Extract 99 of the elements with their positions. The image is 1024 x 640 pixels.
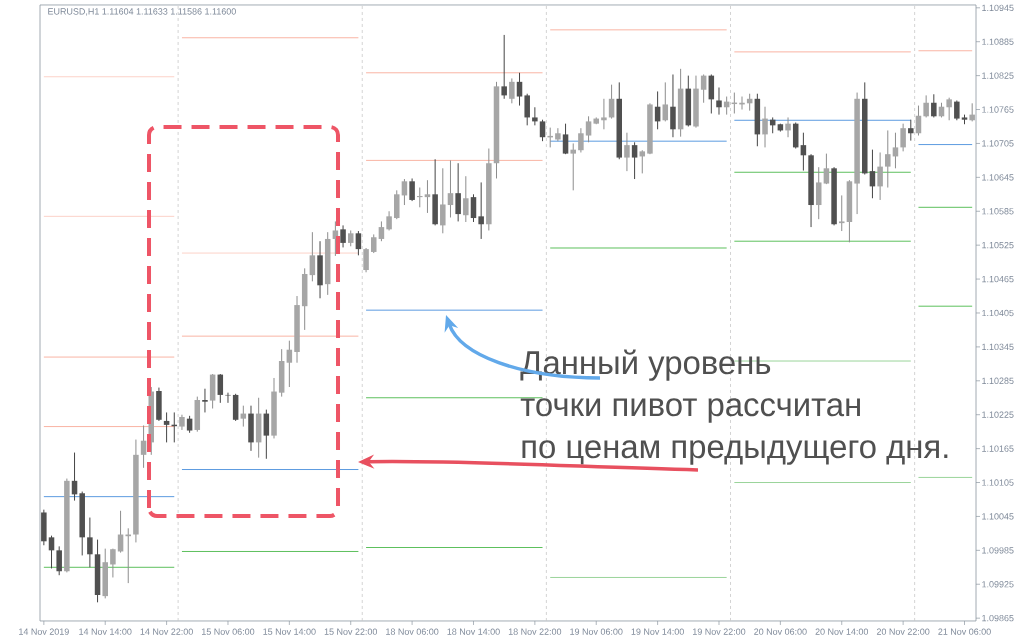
candlestick [624, 132, 630, 172]
candlestick [516, 72, 523, 107]
y-tick-label: 1.09985 [982, 547, 1014, 554]
candlestick [363, 247, 369, 273]
candlestick [662, 81, 669, 122]
candlestick [931, 93, 937, 118]
candlestick [823, 153, 830, 185]
candlestick [286, 340, 293, 388]
x-tick-label: 20 Nov 14:00 [815, 628, 869, 635]
y-tick-label: 1.10825 [982, 72, 1014, 79]
candlestick [417, 187, 423, 208]
y-tick-label: 1.10045 [982, 513, 1014, 520]
candlestick [578, 127, 584, 153]
candlestick [762, 106, 768, 148]
candlestick [401, 178, 408, 206]
y-tick-label: 1.10105 [982, 479, 1014, 486]
x-tick-label: 19 Nov 22:00 [693, 628, 746, 635]
x-tick-label: 14 Nov 2019 [19, 628, 69, 635]
y-tick-label: 1.10585 [982, 208, 1014, 215]
candlestick [585, 115, 592, 143]
candlestick [524, 93, 530, 126]
candlestick [877, 151, 883, 201]
candlestick [892, 132, 899, 169]
candlestick [532, 106, 538, 126]
candlestick [946, 97, 952, 121]
candlestick [355, 230, 362, 256]
y-tick-label: 1.10405 [982, 309, 1014, 317]
y-tick-label: 1.10765 [982, 106, 1014, 113]
candlestick [700, 73, 707, 104]
y-tick-label: 1.10645 [982, 174, 1014, 181]
candlestick [140, 424, 147, 469]
candlestick [900, 123, 906, 152]
candlestick [969, 102, 975, 122]
x-tick-label: 18 Nov 14:00 [447, 628, 500, 635]
candlestick [87, 517, 93, 568]
candlestick [48, 535, 55, 569]
candlestick [923, 94, 929, 118]
candlestick [309, 231, 316, 282]
candlestick [370, 233, 377, 254]
candlestick [716, 86, 722, 116]
candlestick [56, 545, 62, 576]
y-tick-label: 1.09925 [982, 581, 1014, 588]
candlestick [908, 119, 914, 142]
x-tick-label: 15 Nov 06:00 [202, 628, 255, 635]
candlestick [424, 179, 431, 214]
candlestick [110, 548, 116, 578]
x-tick-label: 18 Nov 22:00 [508, 628, 562, 635]
annotation: точки пивот рассчитан [520, 398, 860, 423]
y-tick-label: 1.10525 [982, 241, 1014, 249]
candlestick [539, 119, 546, 142]
candlestick [463, 175, 469, 223]
candlestick [340, 224, 346, 248]
candlestick [202, 388, 208, 413]
candlestick [470, 193, 477, 223]
x-tick-label: 15 Nov 22:00 [324, 628, 378, 635]
y-tick-label: 1.10285 [982, 377, 1014, 384]
candlestick [440, 167, 446, 234]
candlestick [447, 159, 454, 218]
y-tick-label: 1.10945 [982, 4, 1014, 11]
x-tick-label: 20 Nov 22:00 [876, 628, 930, 635]
candlestick [885, 129, 891, 189]
y-tick-label: 1.10465 [982, 275, 1014, 283]
x-tick-label: 19 Nov 06:00 [570, 628, 623, 635]
x-tick-label: 19 Nov 14:00 [631, 628, 684, 635]
candlestick [631, 141, 638, 180]
candlestick [378, 220, 385, 242]
x-tick-label: 14 Nov 22:00 [140, 628, 193, 635]
chart-title: EURUSD,H1 1.11604 1.11633 1.11586 1.11600 [48, 8, 236, 16]
candlestick [409, 177, 415, 202]
candlestick [455, 162, 461, 222]
candlestick [163, 411, 170, 443]
y-tick-label: 1.10225 [982, 411, 1014, 418]
candlestick [954, 99, 960, 121]
candlestick [670, 73, 676, 138]
y-tick-label: 1.10165 [982, 445, 1014, 452]
annotation: Данный уровень [520, 349, 771, 381]
candlestick [509, 77, 515, 104]
candlestick [562, 123, 569, 155]
candlestick [263, 409, 270, 460]
candlestick [785, 116, 791, 138]
x-tick-label: 15 Nov 14:00 [263, 628, 316, 635]
candlestick [386, 210, 392, 231]
candlestick [815, 166, 822, 220]
candlestick [570, 142, 576, 191]
x-tick-label: 18 Nov 06:00 [386, 628, 439, 635]
candlestick [838, 194, 845, 232]
y-tick-label: 1.10345 [982, 343, 1014, 351]
candlestick [601, 98, 607, 130]
y-tick-label: 1.10885 [982, 38, 1014, 45]
x-tick-label: 14 Nov 14:00 [79, 628, 132, 635]
candlestick [478, 181, 484, 240]
y-tick-label: 1.09865 [982, 614, 1014, 622]
x-tick-label: 21 Nov 06:00 [938, 628, 991, 635]
annotation: по ценам предыдущего дня. [522, 440, 948, 465]
candlestick [501, 34, 507, 100]
candlestick [394, 189, 400, 220]
candlestick [555, 127, 561, 142]
x-tick-label: 20 Nov 06:00 [754, 628, 807, 635]
y-tick-label: 1.10705 [982, 140, 1014, 147]
